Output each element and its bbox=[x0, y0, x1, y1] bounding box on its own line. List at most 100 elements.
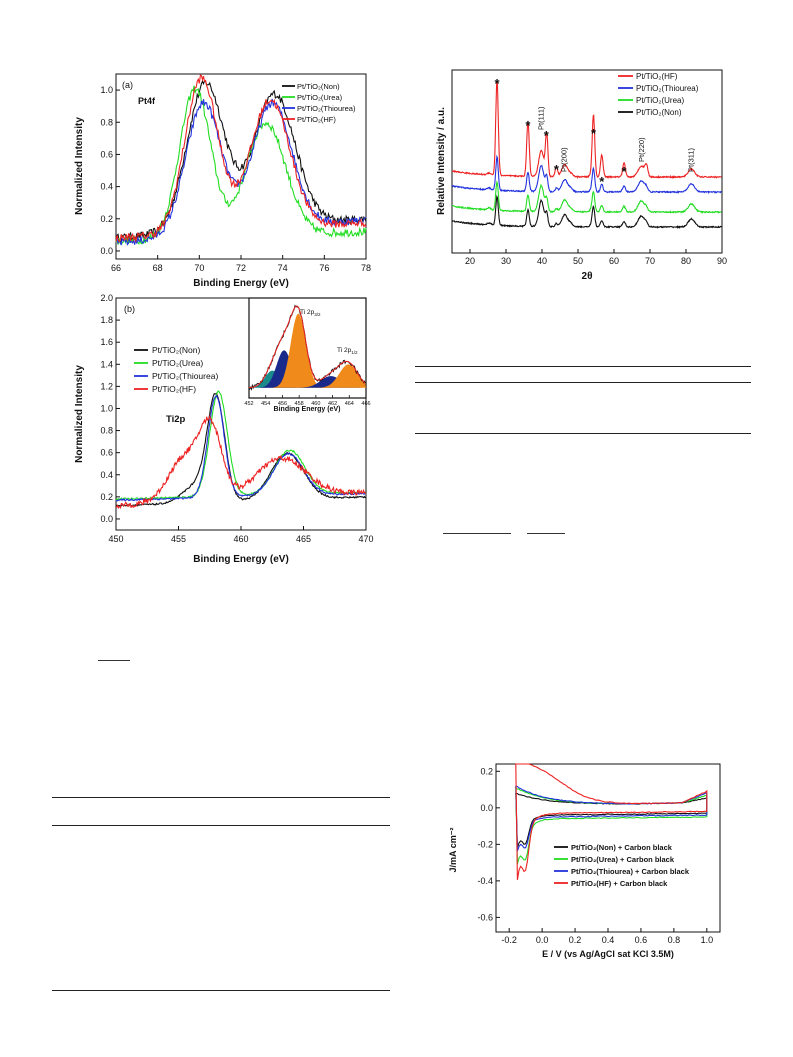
xrd-series-group bbox=[451, 80, 722, 230]
ti2p-xlabel: Binding Energy (eV) bbox=[193, 554, 289, 565]
inset-x-tick-label: 462 bbox=[328, 401, 337, 407]
inset-fit-component bbox=[249, 350, 366, 388]
x-tick-label: 74 bbox=[278, 263, 288, 273]
inset-fit-envelope bbox=[249, 305, 366, 389]
pt4f-annotation: Pt4f bbox=[138, 96, 156, 106]
cv-legend-text-thiourea: Pt/TiO₂(Thiourea) + Carbon black bbox=[571, 867, 690, 876]
xrd-peak-label: Pt(220) bbox=[637, 137, 646, 162]
ti2p-ylabel: Normalized Intensity bbox=[74, 365, 85, 463]
x-tick-label: 50 bbox=[573, 256, 583, 266]
ti2p-inset-xlabel: Binding Energy (eV) bbox=[274, 406, 341, 413]
y-tick-label: 1.8 bbox=[100, 315, 113, 325]
ti2p-legend-text-thiourea: Pt/TiO₂(Thiourea) bbox=[152, 371, 218, 381]
x-tick-label: 450 bbox=[108, 534, 123, 544]
y-tick-label: 0.4 bbox=[100, 470, 113, 480]
ti2p-legend-text-non: Pt/TiO₂(Non) bbox=[152, 345, 200, 355]
xrd-peak-star: * bbox=[525, 118, 531, 133]
series-line-non bbox=[451, 194, 722, 230]
x-tick-label: 76 bbox=[319, 263, 329, 273]
ti2p-series-group bbox=[115, 390, 367, 510]
text-underline bbox=[527, 533, 565, 534]
inset-x-tick-label: 460 bbox=[311, 401, 320, 407]
x-tick-label: 80 bbox=[681, 256, 691, 266]
xrd-legend-text-urea: Pt/TiO₂(Urea) bbox=[636, 96, 684, 105]
chart-pt4f: 66 68 70 72 74 76 78 0.0 0.2 0.4 0.6 0.8 1.0 (a) Pt4… bbox=[74, 73, 371, 289]
ti2p-annotation: Ti2p bbox=[166, 414, 186, 425]
ti2p-inset-label-2p12: Ti 2p1/2 bbox=[337, 347, 358, 355]
xrd-ylabel: Relative Intensity / a.u. bbox=[436, 107, 447, 215]
pt4f-legend-text-non: Pt/TiO₂(Non) bbox=[297, 82, 340, 91]
xrd-xlabel: 2θ bbox=[582, 271, 593, 282]
xrd-legend-text-hf: Pt/TiO₂(HF) bbox=[636, 72, 678, 81]
y-tick-label: 1.0 bbox=[100, 403, 113, 413]
y-tick-label: 1.2 bbox=[100, 381, 113, 391]
series-line-thiourea bbox=[451, 154, 722, 195]
cv-legend-text-non: Pt/TiO₂(Non) + Carbon black bbox=[571, 843, 673, 852]
inset-x-tick-label: 452 bbox=[244, 401, 253, 407]
x-tick-label: 465 bbox=[296, 534, 311, 544]
y-tick-label: 0.0 bbox=[480, 803, 493, 813]
xrd-legend-text-thiourea: Pt/TiO₂(Thiourea) bbox=[636, 84, 699, 93]
ti2p-inset-axes-group: 452 454 456 458 460 462 464 466 bbox=[244, 395, 371, 407]
y-tick-label: 0.2 bbox=[480, 766, 493, 776]
chart-xrd: 20 30 40 50 60 70 80 90 ** Pt(111)** Pt(200)***Pt… bbox=[436, 69, 727, 282]
y-tick-label: -0.6 bbox=[477, 912, 493, 922]
x-tick-label: -0.2 bbox=[501, 935, 517, 945]
cv-legend-text-urea: Pt/TiO₂(Urea) + Carbon black bbox=[571, 855, 675, 864]
inset-x-tick-label: 464 bbox=[345, 401, 354, 407]
cv-legend-text-hf: Pt/TiO₂(HF) + Carbon black bbox=[571, 879, 668, 888]
y-tick-label: 0.8 bbox=[100, 426, 113, 436]
chart-ti2p: 450 455 460 465 470 0.0 0.2 0.4 0.6 0.8 1.0 1.2 1.4 1… bbox=[74, 293, 374, 565]
y-tick-label: 0.0 bbox=[100, 514, 113, 524]
pt4f-legend-text-hf: Pt/TiO₂(HF) bbox=[297, 115, 336, 124]
table-rule-mid-left bbox=[52, 825, 390, 826]
y-tick-label: 0.2 bbox=[100, 214, 113, 224]
x-tick-label: 68 bbox=[153, 263, 163, 273]
x-tick-label: 455 bbox=[171, 534, 186, 544]
x-tick-label: 70 bbox=[194, 263, 204, 273]
x-tick-label: 70 bbox=[645, 256, 655, 266]
ti2p-legend-text-hf: Pt/TiO₂(HF) bbox=[152, 384, 196, 394]
cv-axes-group: -0.2 0.0 0.2 0.4 0.6 0.8 1.0 -0.6 -0.4 -0.2 0.0 0.2 bbox=[477, 766, 713, 945]
y-tick-label: 0.0 bbox=[100, 246, 113, 256]
xrd-legend-text-non: Pt/TiO₂(Non) bbox=[636, 108, 682, 117]
x-tick-label: 20 bbox=[465, 256, 475, 266]
y-tick-label: 0.2 bbox=[100, 492, 113, 502]
y-tick-label: 0.8 bbox=[100, 117, 113, 127]
inset-x-tick-label: 466 bbox=[361, 401, 370, 407]
xrd-peak-star: * bbox=[544, 128, 550, 143]
y-tick-label: 0.4 bbox=[100, 182, 113, 192]
y-tick-label: 2.0 bbox=[100, 293, 113, 303]
x-tick-label: 460 bbox=[233, 534, 248, 544]
series-line-hf bbox=[452, 80, 722, 180]
y-tick-label: -0.4 bbox=[477, 876, 493, 886]
inset-fit-component bbox=[249, 364, 366, 388]
ti2p-legend: Pt/TiO₂(Non) Pt/TiO₂(Urea) Pt/TiO₂(Thiou… bbox=[134, 345, 218, 394]
xrd-peak-star: * bbox=[622, 164, 628, 179]
pt4f-legend-text-thiourea: Pt/TiO₂(Thiourea) bbox=[297, 104, 356, 113]
series-line-hf bbox=[115, 74, 367, 243]
ti2p-inset-fill-group bbox=[249, 304, 366, 391]
text-underline bbox=[443, 533, 511, 534]
x-tick-label: 0.2 bbox=[569, 935, 582, 945]
pt4f-xlabel: Binding Energy (eV) bbox=[193, 278, 289, 289]
xrd-peak-star: * bbox=[599, 174, 605, 189]
y-tick-label: -0.2 bbox=[477, 839, 493, 849]
inset-fit-component bbox=[249, 313, 366, 388]
ti2p-axes-group: 450 455 460 465 470 0.0 0.2 0.4 0.6 0.8 1.0 1.2 1.4 1… bbox=[100, 293, 373, 544]
pt4f-series-group bbox=[115, 74, 367, 246]
inset-x-tick-label: 458 bbox=[295, 401, 304, 407]
xrd-frame bbox=[451, 69, 723, 254]
ti2p-inset: 452 454 456 458 460 462 464 466 Ti 2p3/2 Ti 2p1… bbox=[244, 297, 371, 413]
x-tick-label: 1.0 bbox=[701, 935, 714, 945]
x-tick-label: 90 bbox=[717, 256, 727, 266]
cv-ylabel: J/mA cm⁻² bbox=[448, 828, 458, 873]
x-tick-label: 78 bbox=[361, 263, 371, 273]
pt4f-legend: Pt/TiO₂(Non) Pt/TiO₂(Urea) Pt/TiO₂(Thiou… bbox=[282, 82, 356, 124]
series-line-hf bbox=[115, 414, 367, 510]
inset-x-tick-label: 456 bbox=[278, 401, 287, 407]
ti2p-legend-text-urea: Pt/TiO₂(Urea) bbox=[152, 358, 203, 368]
y-tick-label: 1.4 bbox=[100, 359, 113, 369]
series-line-urea bbox=[452, 180, 722, 214]
x-tick-label: 66 bbox=[111, 263, 121, 273]
